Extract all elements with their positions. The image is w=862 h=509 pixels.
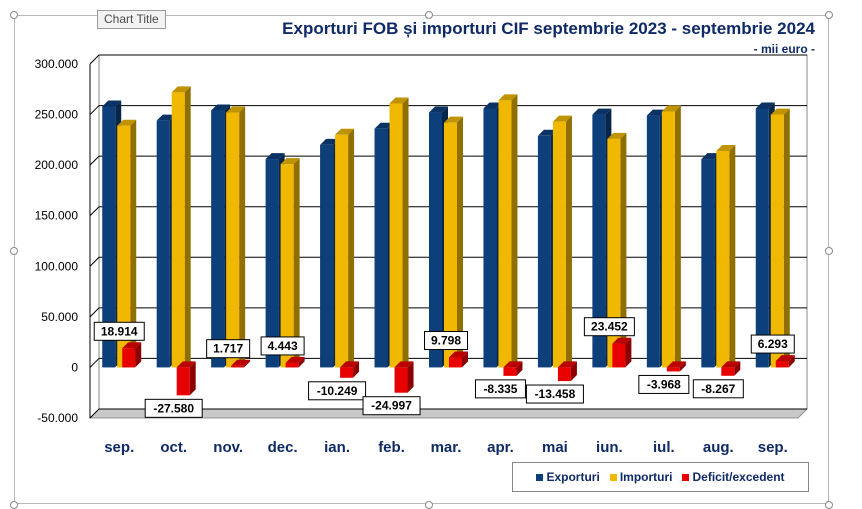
resize-handle-top-right[interactable] [825,11,833,19]
legend-label-exporturi: Exporturi [546,470,600,484]
resize-handle-bottom-right[interactable] [825,501,833,509]
chart-frame[interactable]: Chart Title [14,10,829,504]
legend-label-deficit: Deficit/excedent [692,470,785,484]
legend-item-exporturi: Exporturi [536,470,600,484]
chart-legend: Exporturi Importuri Deficit/excedent [512,462,809,492]
legend-item-deficit: Deficit/excedent [682,470,785,484]
resize-handle-top-left[interactable] [10,11,18,19]
resize-handle-bottom-center[interactable] [425,501,433,509]
legend-label-importuri: Importuri [619,470,673,484]
chart-title-tooltip: Chart Title [97,10,166,29]
legend-swatch-exporturi [536,473,544,481]
legend-swatch-importuri [609,473,617,481]
resize-handle-top-center[interactable] [425,11,433,19]
legend-swatch-deficit [682,473,690,481]
resize-handle-bottom-left[interactable] [10,501,18,509]
legend-item-importuri: Importuri [609,470,673,484]
resize-handle-middle-right[interactable] [825,247,833,255]
resize-handle-middle-left[interactable] [10,247,18,255]
